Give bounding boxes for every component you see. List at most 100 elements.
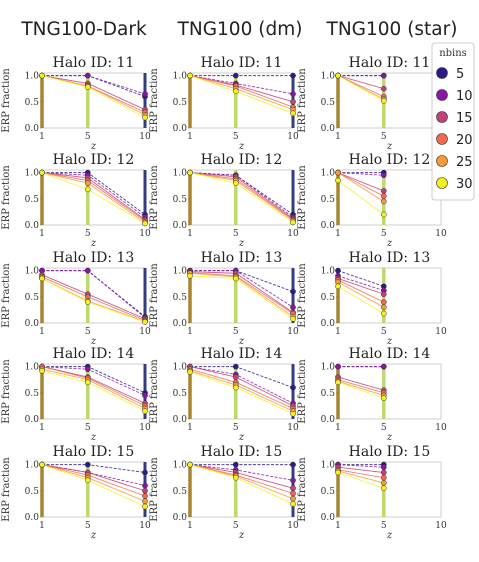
data-point [380, 85, 387, 92]
y-tick-label: 1.0 [25, 461, 40, 471]
plot-frame [337, 169, 442, 226]
y-tick-label: 1.0 [173, 461, 188, 471]
data-point [39, 72, 45, 79]
y-tick-label: 0.5 [173, 487, 188, 497]
data-point [84, 379, 91, 386]
data-point [84, 84, 91, 90]
data-point [232, 72, 239, 79]
data-point [290, 485, 296, 492]
series-line [337, 472, 384, 489]
panel: Halo ID: 15 0.0 0.5 1.0 1 5 10 ERP fraction z [1, 444, 151, 541]
y-tick-label: 0.0 [321, 124, 336, 134]
legend-marker [436, 111, 448, 123]
data-point [187, 461, 193, 468]
data-point [142, 220, 148, 227]
y-tick-label: 0.5 [25, 389, 40, 399]
legend-marker [436, 133, 448, 145]
plot-frame [189, 461, 294, 518]
x-tick-label: 10 [287, 521, 299, 531]
y-axis-label: ERP fraction [1, 263, 12, 328]
data-point [142, 493, 148, 499]
data-point [142, 503, 148, 510]
x-axis-label: z [90, 336, 97, 347]
panel-title: Halo ID: 15 [53, 444, 135, 460]
data-point [290, 384, 296, 391]
panel: Halo ID: 14 0.0 0.5 1.0 1 5 10 ERP fraction z [1, 346, 151, 443]
panel-title: Halo ID: 14 [201, 346, 283, 362]
data-point [380, 172, 387, 179]
data-point [232, 275, 239, 282]
y-tick-label: 1.0 [173, 72, 188, 82]
y-axis-label: ERP fraction [149, 68, 160, 133]
series-line [337, 470, 384, 484]
x-axis-label: z [238, 432, 245, 443]
y-axis-label: ERP fraction [297, 457, 308, 522]
data-point [380, 299, 387, 305]
data-point [290, 315, 296, 322]
panel: Halo ID: 13 0.0 0.5 1.0 1 5 10 ERP fraction z [297, 250, 447, 347]
plot-frame [337, 461, 442, 518]
plot-frame [41, 267, 146, 324]
data-point [335, 177, 341, 184]
data-point [142, 469, 148, 476]
x-axis-label: z [238, 530, 245, 541]
data-point [335, 469, 341, 476]
x-axis-label: z [386, 141, 393, 152]
data-point [380, 474, 387, 481]
x-tick-label: 5 [233, 229, 239, 239]
panel: Halo ID: 14 0.0 0.5 1.0 1 5 10 ERP fraction z [149, 346, 299, 443]
panel-title: Halo ID: 12 [201, 152, 283, 168]
data-point [142, 319, 148, 325]
series-line [337, 381, 384, 399]
data-point [142, 498, 148, 505]
column-title: TNG100 (star) [326, 19, 458, 40]
y-axis-label: ERP fraction [149, 359, 160, 424]
data-point [290, 98, 296, 105]
plot-frame [189, 363, 294, 420]
plot-frame [41, 72, 146, 129]
data-point [380, 188, 387, 194]
data-point [290, 304, 296, 311]
x-tick-label: 5 [233, 132, 239, 142]
x-tick-label: 1 [335, 327, 341, 337]
y-tick-label: 0.0 [25, 319, 40, 329]
data-point [380, 211, 387, 218]
y-axis-label: ERP fraction [297, 263, 308, 328]
plot-frame [337, 363, 442, 420]
y-tick-label: 0.0 [321, 319, 336, 329]
y-tick-label: 0.5 [173, 293, 188, 303]
data-point [39, 275, 45, 282]
panel-title: Halo ID: 12 [53, 152, 135, 168]
x-tick-label: 5 [381, 132, 387, 142]
data-point [290, 72, 296, 79]
x-tick-label: 10 [139, 132, 151, 142]
x-tick-label: 10 [287, 132, 299, 142]
x-tick-label: 10 [139, 229, 151, 239]
y-tick-label: 1.0 [321, 169, 336, 179]
y-axis-label: ERP fraction [297, 359, 308, 424]
y-tick-label: 0.5 [321, 293, 336, 303]
data-point [380, 72, 387, 79]
x-tick-label: 1 [39, 327, 45, 337]
y-tick-label: 0.5 [25, 487, 40, 497]
y-tick-label: 0.0 [25, 513, 40, 523]
data-point [290, 461, 296, 468]
x-tick-label: 1 [39, 521, 45, 531]
x-axis-label: z [386, 336, 393, 347]
series-line [337, 75, 384, 102]
series-line [337, 180, 385, 215]
x-tick-label: 5 [85, 229, 91, 239]
data-point [290, 477, 296, 484]
data-point [187, 369, 193, 375]
x-axis-label: z [90, 238, 97, 249]
legend-label: 30 [456, 177, 473, 192]
x-axis-label: z [386, 238, 393, 249]
data-point [290, 495, 296, 502]
x-tick-label: 10 [435, 423, 447, 433]
panel-title: Halo ID: 15 [201, 444, 283, 460]
panel: Halo ID: 15 0.0 0.5 1.0 1 5 10 ERP fraction z [297, 444, 447, 541]
x-tick-label: 1 [39, 423, 45, 433]
y-tick-label: 0.0 [25, 415, 40, 425]
